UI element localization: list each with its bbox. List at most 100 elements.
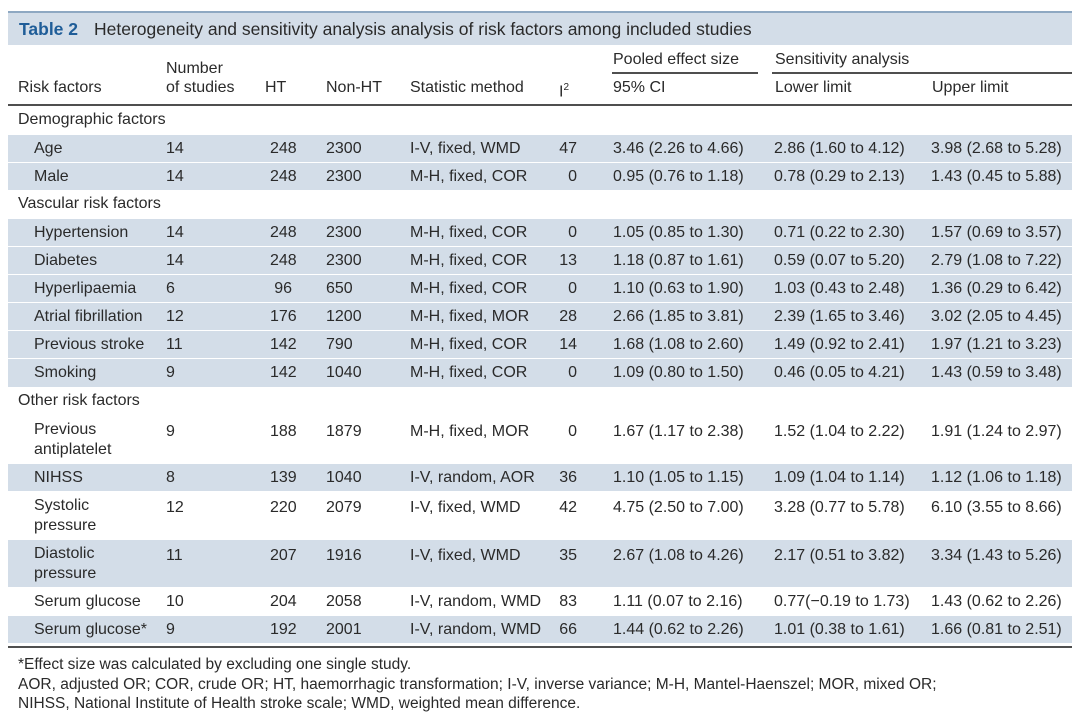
cell-ht: 176 xyxy=(270,308,297,325)
cell-ht: 139 xyxy=(270,469,297,486)
cell-pooled-ci: 1.44 (0.62 to 2.26) xyxy=(613,621,744,638)
cell-pooled-ci: 1.09 (0.80 to 1.50) xyxy=(613,364,744,381)
footnote-abbreviations: AOR, adjusted OR; COR, crude OR; HT, hae… xyxy=(18,676,937,693)
cell-i-squared: 28 xyxy=(559,308,577,325)
cell-non-ht: 2300 xyxy=(326,168,362,185)
cell-number: 9 xyxy=(166,423,175,440)
cell-upper-limit: 1.36 (0.29 to 6.42) xyxy=(931,280,1062,297)
cell-non-ht: 1040 xyxy=(326,364,362,381)
cell-number: 12 xyxy=(166,308,184,325)
header-i-squared: I2 xyxy=(559,78,569,102)
cell-i-squared: 0 xyxy=(568,364,577,381)
section-label: Demographic factors xyxy=(18,111,166,128)
cell-upper-limit: 6.10 (3.55 to 8.66) xyxy=(931,499,1062,516)
table-row: Atrial fibrillation 12 176 1200 M-H, fix… xyxy=(8,302,1072,330)
cell-lower-limit: 2.17 (0.51 to 3.82) xyxy=(774,547,905,564)
footnote-asterisk: *Effect size was calculated by excluding… xyxy=(18,656,412,673)
cell-pooled-ci: 1.05 (0.85 to 1.30) xyxy=(613,224,744,241)
header-statistic-method: Statistic method xyxy=(410,79,524,96)
cell-statistic-method: M-H, fixed, COR xyxy=(410,336,528,353)
table-row: Smoking 9 142 1040 M-H, fixed, COR 0 1.0… xyxy=(8,358,1072,387)
section-row-other: Other risk factors xyxy=(8,387,1072,415)
cell-statistic-method: M-H, fixed, COR xyxy=(410,280,528,297)
section-label: Other risk factors xyxy=(18,392,140,409)
cell-number: 11 xyxy=(166,336,183,353)
cell-i-squared: 47 xyxy=(559,140,577,157)
cell-upper-limit: 3.34 (1.43 to 5.26) xyxy=(931,547,1062,564)
table-row: Previous antiplatelet 9 188 1879 M-H, fi… xyxy=(8,415,1072,463)
table-row: Male 14 248 2300 M-H, fixed, COR 0 0.95 … xyxy=(8,162,1072,190)
header-risk-factors: Risk factors xyxy=(18,79,102,96)
cell-non-ht: 790 xyxy=(326,336,353,353)
cell-i-squared: 83 xyxy=(559,593,577,610)
cell-pooled-ci: 1.68 (1.08 to 2.60) xyxy=(613,336,744,353)
header-i-base: I xyxy=(559,83,564,101)
table-row: Previous stroke 11 142 790 M-H, fixed, C… xyxy=(8,330,1072,358)
cell-non-ht: 650 xyxy=(326,280,353,297)
cell-i-squared: 0 xyxy=(568,224,577,241)
header-bottom-rule xyxy=(8,104,1072,106)
cell-risk-factor: Diastolic pressure xyxy=(34,545,97,582)
cell-non-ht: 1916 xyxy=(326,547,362,564)
cell-non-ht: 2001 xyxy=(326,621,362,638)
cell-pooled-ci: 1.10 (0.63 to 1.90) xyxy=(613,280,744,297)
cell-upper-limit: 1.91 (1.24 to 2.97) xyxy=(931,423,1062,440)
section-label: Vascular risk factors xyxy=(18,195,161,212)
cell-risk-factor: Atrial fibrillation xyxy=(34,308,143,325)
cell-number: 14 xyxy=(166,140,184,157)
cell-i-squared: 13 xyxy=(559,252,577,269)
cell-upper-limit: 1.12 (1.06 to 1.18) xyxy=(931,469,1062,486)
cell-risk-factor: Smoking xyxy=(34,364,97,381)
header-number-line2: of studies xyxy=(166,79,235,96)
table-row: Age 14 248 2300 I-V, fixed, WMD 47 3.46 … xyxy=(8,134,1072,162)
cell-risk-factor: Systolic pressure xyxy=(34,497,97,534)
cell-upper-limit: 1.43 (0.45 to 5.88) xyxy=(931,168,1062,185)
cell-ht: 248 xyxy=(270,252,297,269)
cell-lower-limit: 1.49 (0.92 to 2.41) xyxy=(774,336,905,353)
cell-pooled-ci: 1.67 (1.17 to 2.38) xyxy=(613,423,744,440)
cell-upper-limit: 1.43 (0.59 to 3.48) xyxy=(931,364,1062,381)
cell-risk-factor: NIHSS xyxy=(34,469,83,486)
cell-risk-factor: Hypertension xyxy=(34,224,129,241)
cell-number: 9 xyxy=(166,364,175,381)
cell-risk-factor: Age xyxy=(34,140,63,157)
header-sensitivity-analysis: Sensitivity analysis xyxy=(775,51,910,68)
header-non-ht: Non-HT xyxy=(326,79,383,96)
cell-number: 14 xyxy=(166,168,184,185)
cell-statistic-method: M-H, fixed, COR xyxy=(410,168,528,185)
cell-statistic-method: I-V, random, WMD xyxy=(410,621,541,638)
table-row: NIHSS 8 139 1040 I-V, random, AOR 36 1.1… xyxy=(8,463,1072,491)
table-row: Hypertension 14 248 2300 M-H, fixed, COR… xyxy=(8,218,1072,246)
cell-i-squared: 35 xyxy=(559,547,577,564)
cell-number: 8 xyxy=(166,469,175,486)
cell-number: 11 xyxy=(166,547,183,564)
cell-pooled-ci: 4.75 (2.50 to 7.00) xyxy=(613,499,744,516)
cell-non-ht: 2079 xyxy=(326,499,362,516)
cell-non-ht: 1040 xyxy=(326,469,362,486)
cell-risk-factor: Previous antiplatelet xyxy=(34,421,112,458)
cell-i-squared: 66 xyxy=(559,621,577,638)
cell-number: 10 xyxy=(166,593,184,610)
header-i-superscript: 2 xyxy=(563,82,570,93)
header-group-rule-sensitivity xyxy=(772,72,1072,74)
cell-i-squared: 0 xyxy=(568,280,577,297)
cell-non-ht: 2300 xyxy=(326,224,362,241)
cell-risk-factor: Previous stroke xyxy=(34,336,145,353)
cell-lower-limit: 0.46 (0.05 to 4.21) xyxy=(774,364,905,381)
header-ht: HT xyxy=(265,79,287,96)
cell-lower-limit: 0.71 (0.22 to 2.30) xyxy=(774,224,905,241)
cell-non-ht: 2300 xyxy=(326,252,362,269)
section-row-demographic: Demographic factors xyxy=(8,106,1072,134)
cell-pooled-ci: 2.66 (1.85 to 3.81) xyxy=(613,308,744,325)
table-bottom-rule xyxy=(8,646,1072,648)
cell-upper-limit: 2.79 (1.08 to 7.22) xyxy=(931,252,1062,269)
cell-risk-factor: Serum glucose* xyxy=(34,621,147,638)
cell-statistic-method: M-H, fixed, COR xyxy=(410,252,528,269)
cell-statistic-method: I-V, fixed, WMD xyxy=(410,140,521,157)
table-number: Table 2 xyxy=(19,18,79,39)
cell-pooled-ci: 1.18 (0.87 to 1.61) xyxy=(613,252,744,269)
header-95-ci: 95% CI xyxy=(613,79,666,96)
table-row: Diabetes 14 248 2300 M-H, fixed, COR 13 … xyxy=(8,246,1072,274)
cell-statistic-method: M-H, fixed, COR xyxy=(410,224,528,241)
header-group-rule-pooled xyxy=(612,72,758,74)
